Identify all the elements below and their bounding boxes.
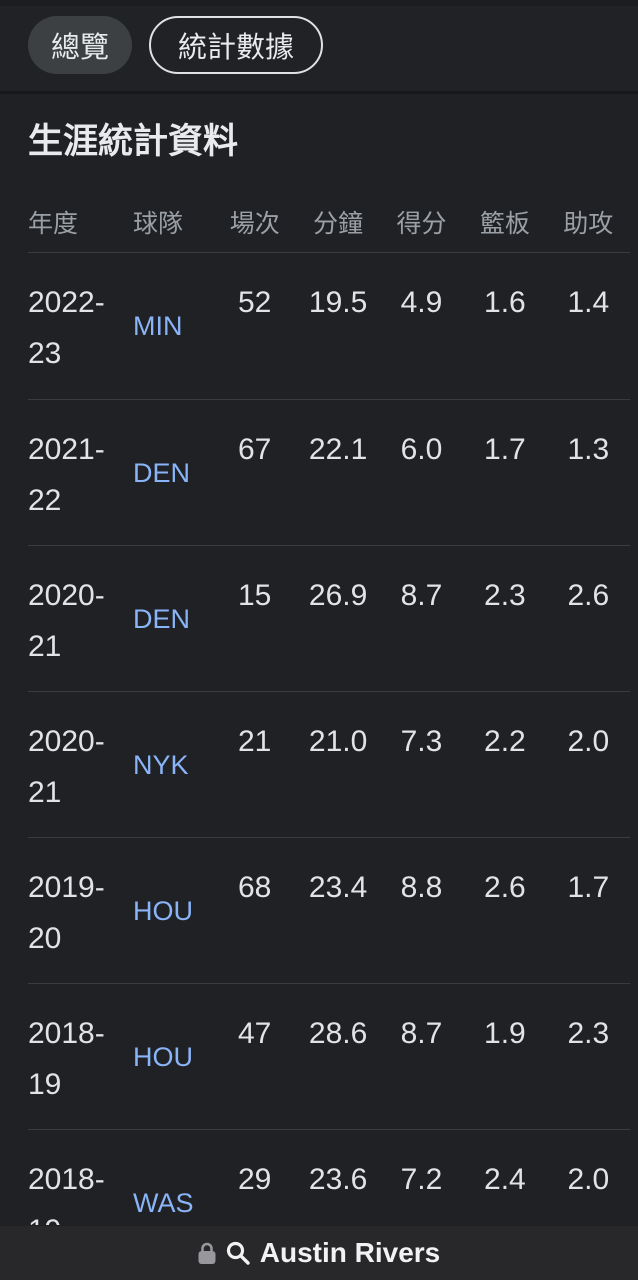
games-cell: 21	[238, 725, 272, 758]
rebounds-cell: 1.7	[484, 433, 526, 466]
games-cell: 29	[238, 1163, 272, 1196]
table-row: 2019-20 HOU 68 23.4 8.8 2.6 1.7	[28, 837, 630, 983]
team-link[interactable]: HOU	[133, 1041, 193, 1072]
header-team: 球隊	[133, 210, 184, 238]
points-cell: 4.9	[400, 286, 443, 319]
season-cell: 2020-21	[28, 579, 105, 663]
team-link[interactable]: NYK	[133, 749, 189, 780]
team-link[interactable]: DEN	[133, 457, 191, 488]
team-link[interactable]: WAS	[133, 1187, 194, 1218]
page-url-title: Austin Rivers	[259, 1237, 441, 1268]
table-row: 2020-21 DEN 15 26.9 8.7 2.3 2.6	[28, 545, 630, 691]
minutes-cell: 19.5	[308, 286, 368, 319]
table-header-row: 年度 球隊 場次 分鐘 得分 籃板 助攻	[28, 162, 630, 253]
assists-cell: 1.3	[567, 433, 610, 466]
career-stats-table: 年度 球隊 場次 分鐘 得分 籃板 助攻 2022-23 MIN 52 19.5…	[0, 162, 638, 1275]
header-points: 得分	[396, 210, 447, 238]
points-cell: 7.2	[400, 1163, 443, 1196]
minutes-cell: 22.1	[308, 433, 368, 466]
header-year: 年度	[28, 210, 79, 238]
top-strip	[0, 0, 638, 6]
lock-icon	[198, 1241, 216, 1265]
search-icon	[225, 1240, 251, 1266]
rebounds-cell: 2.6	[484, 871, 526, 904]
assists-cell: 1.7	[567, 871, 610, 904]
points-cell: 8.8	[400, 871, 443, 904]
minutes-cell: 23.4	[308, 871, 368, 904]
tab-stats[interactable]: 統計數據	[149, 16, 324, 74]
minutes-cell: 21.0	[308, 725, 368, 758]
points-cell: 8.7	[400, 1017, 443, 1050]
rebounds-cell: 1.6	[484, 286, 526, 319]
assists-cell: 2.3	[567, 1017, 610, 1050]
header-minutes: 分鐘	[313, 210, 364, 238]
assists-cell: 2.6	[567, 579, 610, 612]
rebounds-cell: 2.3	[484, 579, 526, 612]
season-cell: 2022-23	[28, 286, 105, 370]
points-cell: 7.3	[400, 725, 443, 758]
team-link[interactable]: MIN	[133, 311, 183, 341]
games-cell: 15	[238, 579, 272, 612]
team-link[interactable]: DEN	[133, 603, 191, 634]
table-row: 2018-19 HOU 47 28.6 8.7 1.9 2.3	[28, 983, 630, 1129]
section-title: 生涯統計資料	[28, 122, 239, 161]
header-rebounds: 籃板	[479, 210, 530, 238]
points-cell: 6.0	[400, 433, 443, 466]
rebounds-cell: 2.2	[484, 725, 526, 758]
table-row: 2022-23 MIN 52 19.5 4.9 1.6 1.4	[28, 253, 630, 399]
season-cell: 2021-22	[28, 433, 105, 517]
header-assists: 助攻	[563, 210, 614, 238]
assists-cell: 1.4	[567, 286, 610, 319]
rebounds-cell: 1.9	[484, 1017, 526, 1050]
season-cell: 2020-21	[28, 725, 105, 809]
tab-bar: 總覽 統計數據	[0, 6, 638, 94]
season-cell: 2018-19	[28, 1017, 105, 1101]
assists-cell: 2.0	[567, 725, 610, 758]
header-games: 場次	[229, 210, 280, 238]
points-cell: 8.7	[400, 579, 443, 612]
team-link[interactable]: HOU	[133, 895, 193, 926]
tab-overview[interactable]: 總覽	[28, 16, 133, 74]
browser-address-bar[interactable]: Austin Rivers	[0, 1225, 638, 1280]
content-area: 生涯統計資料 年度 球隊 場次 分鐘 得分 籃板 助攻 2022-23 MIN …	[0, 122, 638, 1275]
minutes-cell: 23.6	[308, 1163, 368, 1196]
games-cell: 67	[238, 433, 272, 466]
rebounds-cell: 2.4	[484, 1163, 526, 1196]
minutes-cell: 28.6	[308, 1017, 368, 1050]
season-cell: 2019-20	[28, 871, 105, 955]
games-cell: 47	[238, 1017, 272, 1050]
minutes-cell: 26.9	[308, 579, 368, 612]
games-cell: 68	[238, 871, 272, 904]
games-cell: 52	[238, 286, 272, 319]
table-row: 2021-22 DEN 67 22.1 6.0 1.7 1.3	[28, 399, 630, 545]
assists-cell: 2.0	[567, 1163, 610, 1196]
table-row: 2020-21 NYK 21 21.0 7.3 2.2 2.0	[28, 691, 630, 837]
